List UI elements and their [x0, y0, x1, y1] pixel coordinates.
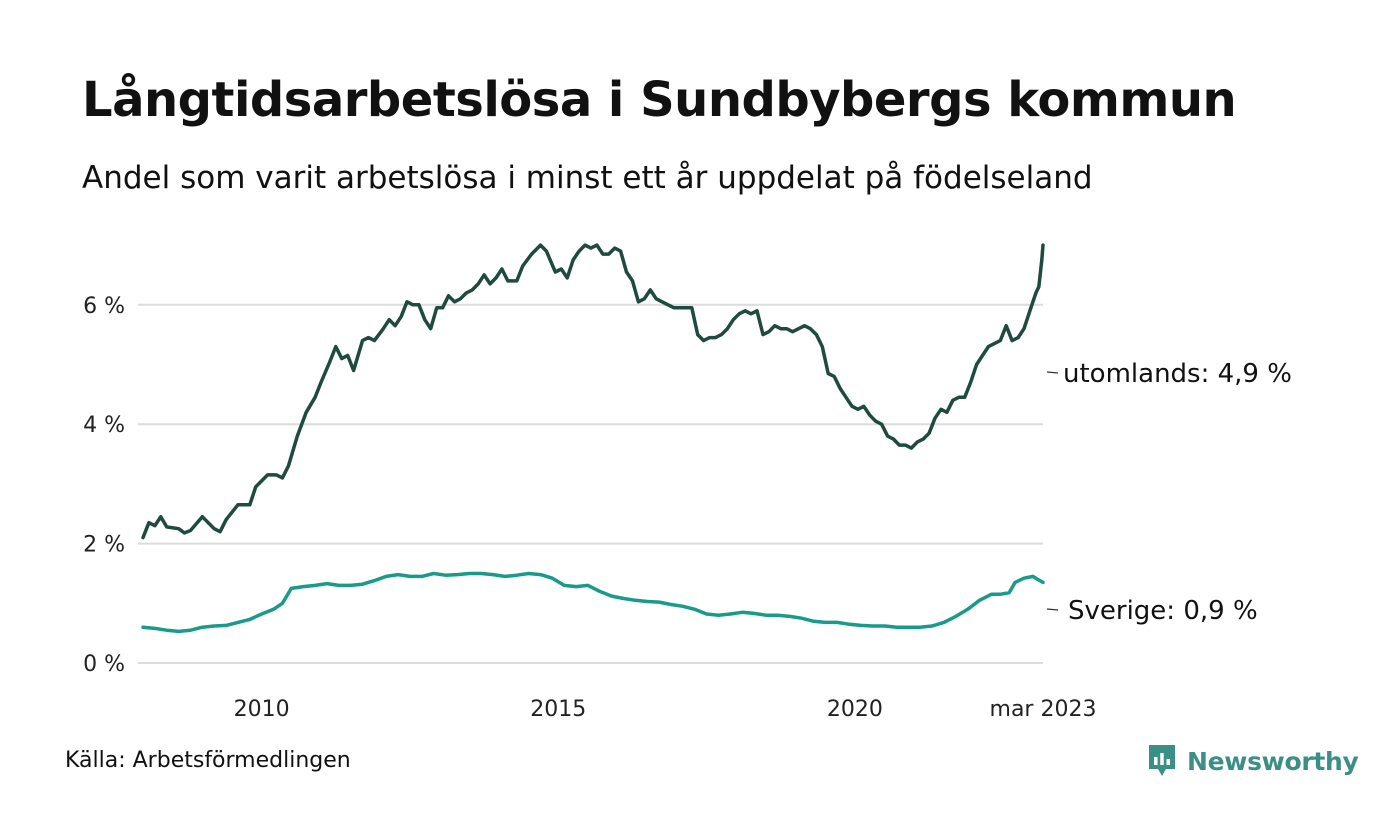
- x-tick-label: mar 2023: [990, 697, 1097, 722]
- y-tick-label: 2 %: [83, 533, 125, 558]
- chart-title: Långtidsarbetslösa i Sundbybergs kommun: [82, 72, 1237, 128]
- end-label-leader: [1046, 608, 1059, 611]
- x-tick-label: 2010: [234, 697, 290, 722]
- grid-lines: [138, 303, 1043, 664]
- brand-name: Newsworthy: [1187, 746, 1359, 776]
- y-tick-label: 6 %: [83, 294, 125, 319]
- series-line-utomlands: [141, 243, 1045, 540]
- x-tick-label: 2015: [530, 697, 586, 722]
- end-label-leader: [1046, 371, 1059, 374]
- x-tick-label: 2020: [827, 697, 883, 722]
- y-axis-ticks: 0 % 2 % 4 % 6 %: [83, 294, 125, 677]
- chart-subtitle: Andel som varit arbetslösa i minst ett å…: [82, 160, 1093, 196]
- end-label-utomlands: utomlands: 4,9 %: [1063, 359, 1292, 389]
- x-axis-ticks: 2010 2015 2020 mar 2023: [234, 697, 1097, 722]
- y-tick-label: 4 %: [83, 413, 125, 438]
- newsworthy-logo-icon: [1149, 745, 1175, 776]
- series-lines: [141, 243, 1045, 634]
- source-note: Källa: Arbetsförmedlingen: [65, 748, 351, 773]
- end-label-sverige: Sverige: 0,9 %: [1068, 596, 1258, 626]
- y-tick-label: 0 %: [83, 652, 125, 677]
- series-line-sverige: [141, 571, 1045, 634]
- brand-logo: Newsworthy: [1147, 743, 1359, 779]
- series-end-labels: utomlands: 4,9 % Sverige: 0,9 %: [1046, 359, 1292, 626]
